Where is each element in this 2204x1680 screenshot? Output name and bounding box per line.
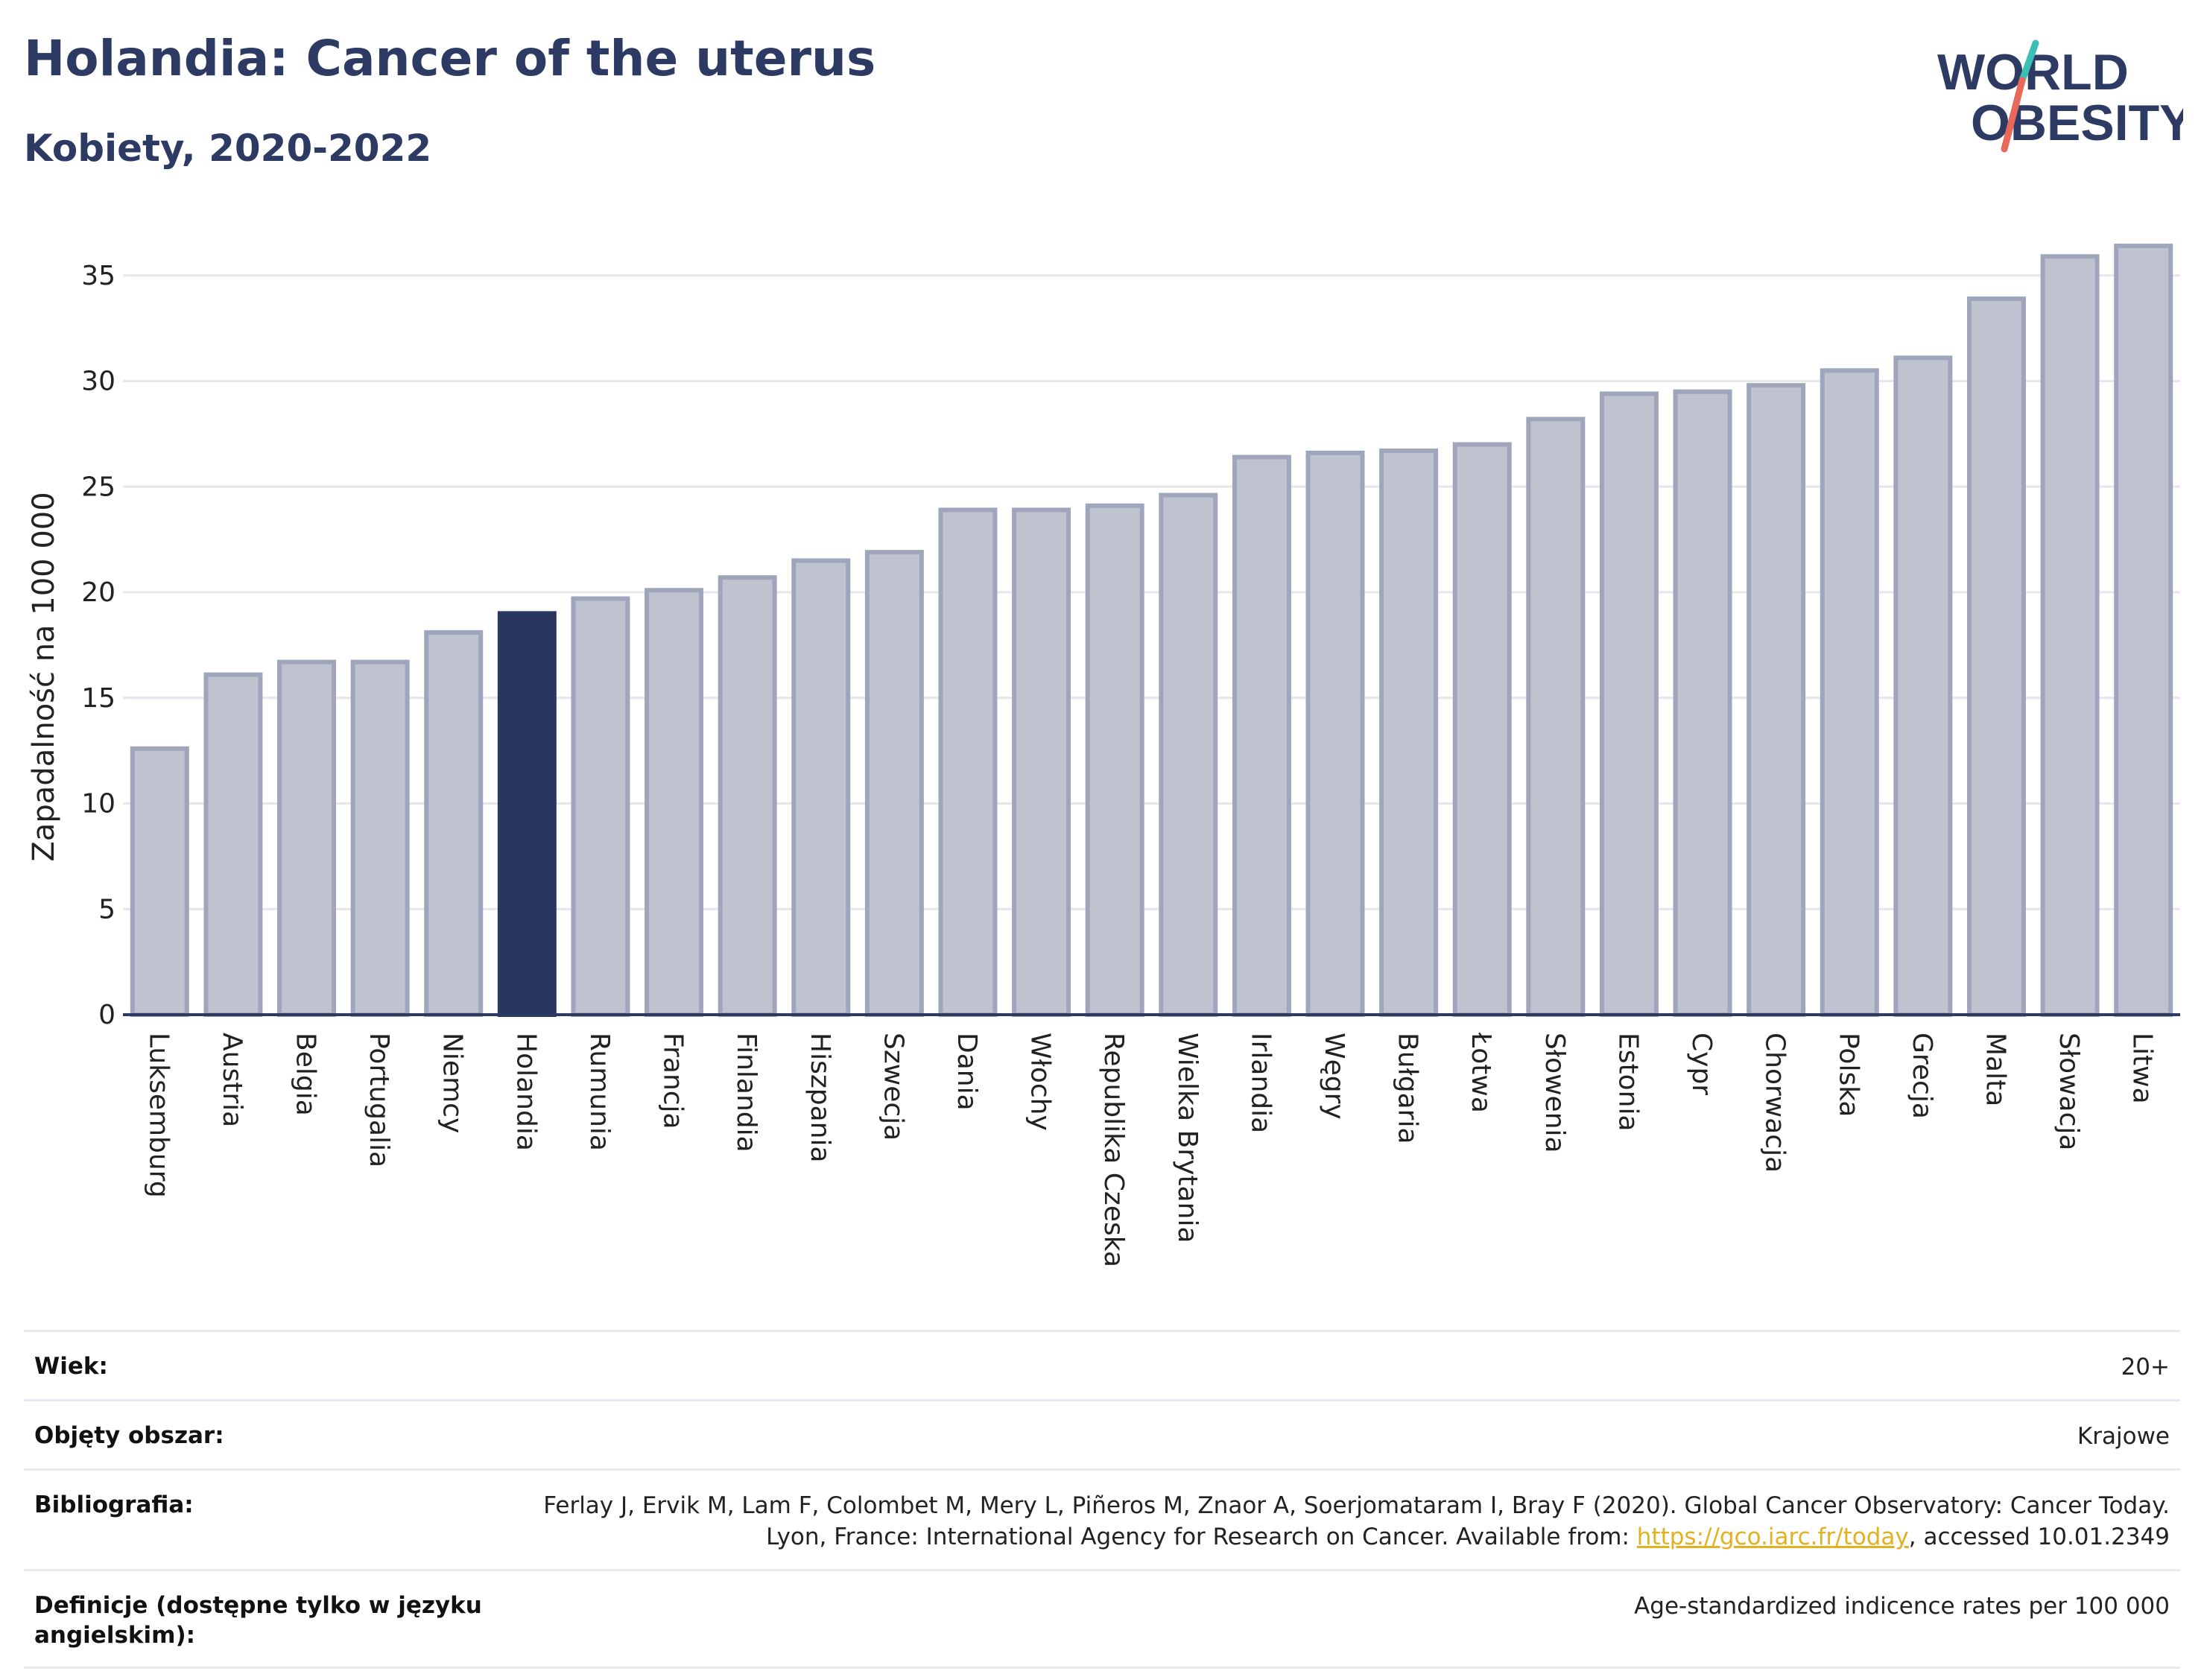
bar — [1379, 448, 1439, 1017]
bar — [203, 672, 263, 1017]
bar — [1673, 389, 1732, 1018]
x-tick-label: Rumunia — [584, 1033, 615, 1151]
bar — [718, 575, 777, 1017]
x-tick-label: Dania — [951, 1033, 982, 1111]
y-axis-title: Zapadalność na 100 000 — [27, 492, 61, 861]
x-tick-label: Republika Czeska — [1098, 1033, 1129, 1267]
meta-label-bibliography: Bibliografia: — [34, 1492, 194, 1518]
x-tick-label: Litwa — [2127, 1033, 2158, 1104]
bar — [1085, 503, 1144, 1017]
bibliography-text: Ferlay J, Ervik M, Lam F, Colombet M, Me… — [543, 1492, 2170, 1550]
x-tick-label: Niemcy — [437, 1033, 468, 1133]
bar — [2114, 244, 2173, 1017]
x-tick-label: Irlandia — [1245, 1033, 1276, 1133]
bibliography-accessed: , accessed 10.01.2349 — [1908, 1524, 2170, 1550]
bar — [864, 550, 924, 1017]
bar — [1747, 383, 1806, 1018]
bar — [938, 507, 998, 1017]
x-tick-label: Cypr — [1686, 1033, 1717, 1095]
bar — [791, 558, 851, 1018]
bar — [277, 659, 337, 1017]
x-tick-label: Szwecja — [878, 1033, 908, 1141]
meta-row-coverage: Objęty obszar: Krajowe — [24, 1399, 2180, 1468]
chart-title: Holandia: Cancer of the uterus — [24, 30, 876, 87]
bar — [1893, 355, 1953, 1017]
x-tick-label: Łotwa — [1466, 1032, 1496, 1113]
bar-chart: 0 5 10 15 20 25 30 35 Zapadalność na 100 000 Luks… — [27, 244, 2180, 1267]
bar — [130, 746, 189, 1017]
bar — [1305, 450, 1365, 1017]
metadata-table: Wiek: 20+ Objęty obszar: Krajowe Bibliog… — [24, 1330, 2180, 1669]
source-link[interactable]: https://gco.iarc.fr/today — [1636, 1524, 1909, 1550]
meta-label-age: Wiek: — [34, 1353, 108, 1380]
x-tick-label: Belgia — [291, 1033, 321, 1116]
world-obesity-logo: WORLD OBESITY — [1937, 39, 2183, 153]
meta-row-bibliography: Bibliografia: Ferlay J, Ervik M, Lam F, … — [24, 1468, 2180, 1569]
x-tick-label: Portugalia — [364, 1033, 394, 1167]
meta-value-age: 20+ — [2121, 1354, 2170, 1381]
bar — [1526, 416, 1586, 1017]
bar — [350, 659, 410, 1017]
x-tick-label: Malta — [1980, 1033, 2010, 1106]
x-tick-label: Chorwacja — [1760, 1033, 1790, 1173]
y-tick-label: 5 — [98, 894, 115, 925]
bar — [424, 630, 484, 1017]
x-tick-label: Polska — [1833, 1033, 1863, 1117]
y-tick-label: 35 — [81, 261, 115, 291]
bar — [1820, 368, 1879, 1017]
bar — [1599, 391, 1659, 1017]
bar — [1159, 492, 1218, 1017]
logo-slash-bottom — [2001, 77, 2026, 153]
x-tick-label: Słowacja — [2053, 1033, 2084, 1150]
meta-row-age: Wiek: 20+ — [24, 1330, 2180, 1399]
bar — [1012, 507, 1071, 1017]
meta-label-coverage: Objęty obszar: — [34, 1422, 224, 1449]
meta-value-bibliography: Ferlay J, Ervik M, Lam F, Colombet M, Me… — [531, 1490, 2170, 1553]
x-tick-label: Wielka Brytania — [1172, 1033, 1203, 1243]
bar — [1966, 296, 2026, 1017]
x-tick-label: Finlandia — [731, 1033, 761, 1153]
y-tick-label: 30 — [81, 367, 115, 397]
x-tick-label: Francja — [658, 1033, 688, 1129]
bar — [497, 611, 557, 1017]
bar — [1452, 442, 1512, 1017]
x-tick-label: Węgry — [1319, 1033, 1349, 1120]
y-tick-label: 10 — [81, 789, 115, 820]
x-tick-label: Bułgaria — [1393, 1033, 1423, 1144]
bar — [571, 596, 630, 1017]
x-tick-label: Luksemburg — [143, 1033, 174, 1198]
bar — [645, 588, 704, 1017]
meta-value-definitions: Age-standardized indicence rates per 100… — [1634, 1593, 2170, 1620]
x-tick-label: Grecja — [1907, 1033, 1937, 1119]
meta-value-coverage: Krajowe — [2077, 1423, 2170, 1450]
y-tick-label: 0 — [98, 1000, 115, 1030]
meta-row-definitions: Definicje (dostępne tylko w języku angie… — [24, 1569, 2180, 1669]
x-tick-label: Holandia — [510, 1033, 541, 1151]
x-tick-label: Hiszpania — [805, 1033, 835, 1163]
y-tick-label: 15 — [81, 683, 115, 714]
bar — [2040, 254, 2100, 1018]
x-tick-label: Słowenia — [1539, 1033, 1570, 1153]
x-tick-label: Włochy — [1025, 1033, 1056, 1131]
bar — [1232, 454, 1291, 1017]
chart-subtitle: Kobiety, 2020-2022 — [24, 127, 432, 170]
x-tick-label: Austria — [217, 1033, 247, 1127]
y-tick-label: 20 — [81, 577, 115, 608]
meta-label-definitions: Definicje (dostępne tylko w języku angie… — [34, 1592, 482, 1649]
logo-slash-top — [2018, 39, 2039, 84]
x-tick-label: Estonia — [1612, 1033, 1643, 1132]
y-tick-label: 25 — [81, 472, 115, 502]
